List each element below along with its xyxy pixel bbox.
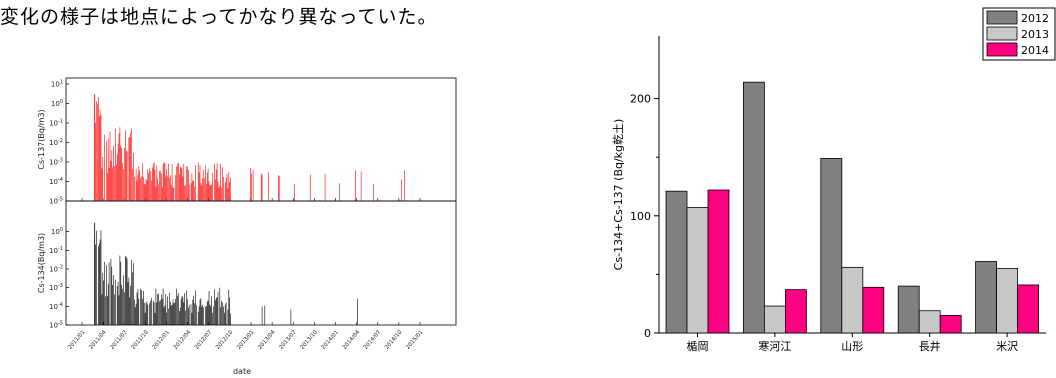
cs137-panel: 10-5 10-4 10-3 10-2 10-1 100 101 Cs-137(Bq/m3) <box>37 77 457 206</box>
cs134-panel: 10-5 10-4 10-3 10-2 10-1 100 Cs-134(Bq/m3) <box>37 200 457 330</box>
legend: 2012 2013 2014 <box>982 7 1056 61</box>
bar <box>764 305 786 334</box>
legend-swatch <box>986 10 1018 25</box>
bar <box>996 268 1018 334</box>
category-label: 楯岡 <box>687 339 709 353</box>
date-tick-label: 2013/10 <box>300 329 320 351</box>
legend-swatch <box>986 26 1018 41</box>
y-tick-label: 10-2 <box>49 265 63 274</box>
bar <box>862 286 885 334</box>
y-tick-label: 100 <box>51 227 63 236</box>
date-tick-label: 2012/01 <box>152 329 171 350</box>
category-label: 米沢 <box>996 339 1018 353</box>
date-tick-label: 2011/07 <box>109 329 129 351</box>
y-tick-label: 10-1 <box>49 119 63 128</box>
bar <box>665 190 688 334</box>
bar <box>975 261 997 334</box>
bar <box>918 310 941 334</box>
y-tick-label: 10-5 <box>49 197 63 206</box>
cs134-frame <box>65 200 457 326</box>
date-tick-label: 2015/01 <box>405 329 424 350</box>
bar <box>707 189 730 334</box>
category-label: 寒河江 <box>758 339 791 353</box>
date-tick-label: 2014/04 <box>342 329 362 351</box>
date-tick-label: 2013/01 <box>236 329 255 350</box>
bar <box>841 266 864 334</box>
intro-text: 変化の様子は地点によってかなり異なっていた。 <box>0 6 438 28</box>
y-tick-label: 10-3 <box>49 283 63 292</box>
y-tick-label: 0 <box>644 327 651 340</box>
y-tick-label: 10-5 <box>49 321 63 330</box>
y-tick-label: 10-4 <box>49 302 63 311</box>
bar <box>785 289 807 334</box>
date-tick-label: 2012/07 <box>194 329 214 351</box>
bar <box>897 285 920 334</box>
date-axis-labels: 2011/01 2011/04 2011/07 2011/10 2012/01 2012/… <box>67 329 424 351</box>
date-tick-label: 2011/04 <box>88 329 108 351</box>
grouped-bar-chart: 0 100 200 Cs-134+Cs-137 (Bq/kg乾土) 楯岡 寒河江 山形 長井 米… <box>612 36 1046 353</box>
date-tick-label: 2014/01 <box>321 329 340 350</box>
y-tick-label: 100 <box>630 210 651 223</box>
bar <box>686 207 709 334</box>
legend-label: 2014 <box>1021 44 1049 57</box>
y-tick-label: 10-3 <box>49 158 63 167</box>
category-label: 山形 <box>841 340 863 353</box>
y-tick-label: 10-1 <box>49 246 63 255</box>
legend-label: 2012 <box>1021 12 1049 25</box>
date-tick-label: 2012/04 <box>173 329 193 351</box>
date-tick-label: 2011/01 <box>67 329 86 350</box>
y-tick-label: 200 <box>630 93 651 106</box>
bar <box>743 81 765 334</box>
date-tick-label: 2014/07 <box>363 329 383 351</box>
x-axis-title: date <box>233 367 251 376</box>
y-tick-label: 100 <box>51 99 63 108</box>
cs134-axis-title: Cs-134(Bq/m3) <box>37 233 46 293</box>
date-tick-label: 2014/10 <box>384 329 404 351</box>
bar <box>939 315 962 334</box>
legend-swatch <box>986 42 1018 57</box>
bar-y-axis-title: Cs-134+Cs-137 (Bq/kg乾土) <box>612 119 625 271</box>
legend-label: 2013 <box>1021 28 1049 41</box>
y-tick-label: 101 <box>51 80 63 89</box>
category-label: 長井 <box>919 339 941 353</box>
date-tick-label: 2012/10 <box>215 329 235 351</box>
cs137-axis-title: Cs-137(Bq/m3) <box>37 109 46 169</box>
date-tick-label: 2011/10 <box>131 329 151 351</box>
date-tick-label: 2013/07 <box>278 329 298 351</box>
bar <box>1017 284 1039 334</box>
date-tick-label: 2013/04 <box>257 329 277 351</box>
y-tick-label: 10-4 <box>49 177 63 186</box>
bar <box>820 157 843 334</box>
y-tick-label: 10-2 <box>49 138 63 147</box>
